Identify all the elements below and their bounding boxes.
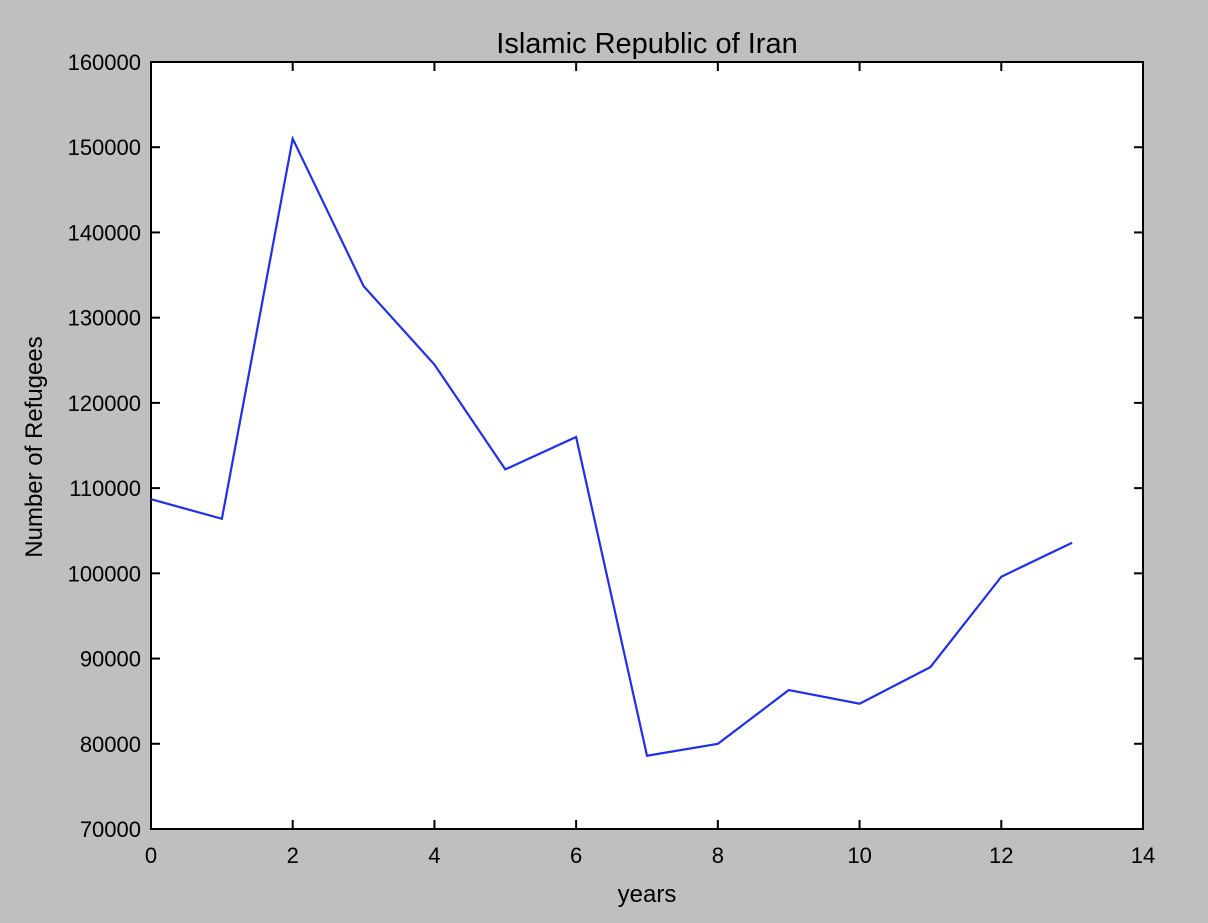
y-tick-label: 110000: [69, 476, 141, 501]
ticks-layer: [150, 61, 1144, 830]
y-tick-label: 160000: [68, 50, 141, 75]
y-tick-label: 80000: [80, 732, 141, 757]
x-tick-label: 8: [712, 843, 724, 868]
x-tick-label: 0: [145, 843, 157, 868]
y-tick-label: 140000: [68, 220, 141, 245]
y-tick-label: 130000: [68, 306, 141, 331]
y-tick-label: 70000: [80, 817, 141, 842]
x-tick-label: 10: [847, 843, 871, 868]
y-axis-label: Number of Refugees: [21, 336, 48, 557]
series-line: [150, 135, 1073, 757]
x-tick-label: 4: [428, 843, 440, 868]
x-axis-label: years: [618, 881, 677, 908]
plot-area: [150, 61, 1144, 830]
x-tick-label: 12: [989, 843, 1013, 868]
tick-labels-layer: 0 2 4 6 8 10 12 14 70000 80000 90000 100000 110000 12…: [68, 50, 1156, 868]
x-tick-label: 6: [570, 843, 582, 868]
chart-title: Islamic Republic of Iran: [496, 28, 797, 60]
y-tick-label: 90000: [80, 647, 141, 672]
y-tick-label: 120000: [68, 391, 141, 416]
y-tick-label: 150000: [68, 135, 141, 160]
x-tick-label: 14: [1131, 843, 1155, 868]
x-tick-label: 2: [287, 843, 299, 868]
y-tick-label: 100000: [68, 561, 141, 586]
series-layer: [150, 135, 1073, 757]
